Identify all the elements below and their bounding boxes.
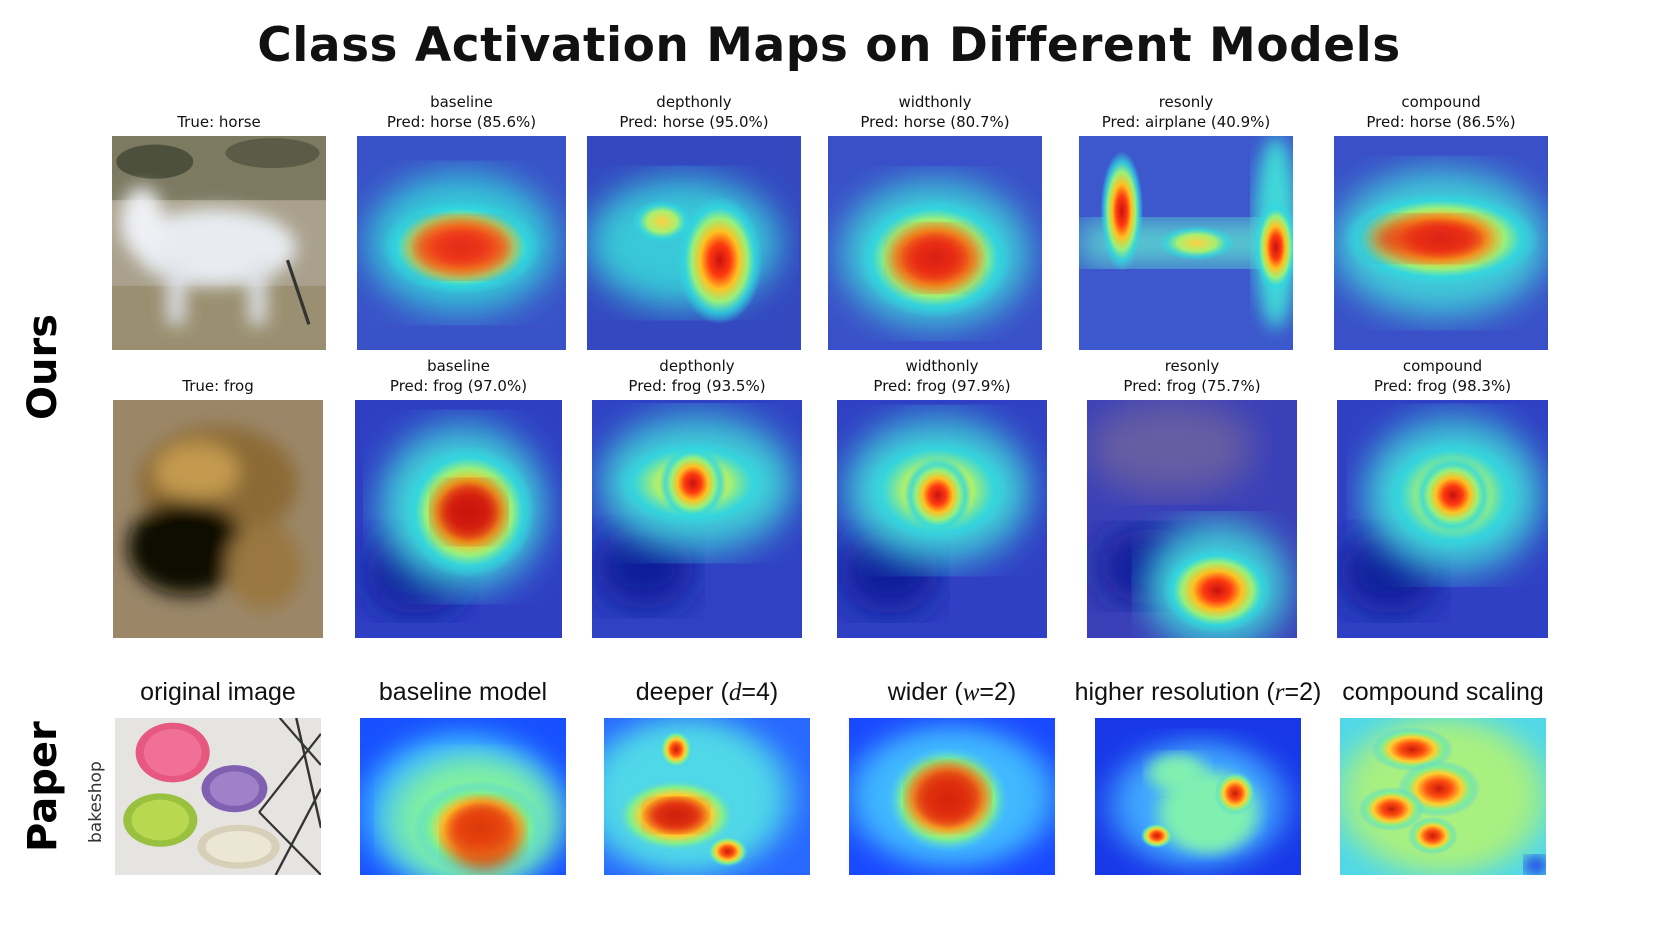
paper-wider-caption: wider (w=2) [789,678,1115,707]
paper-compound-cam [1340,718,1546,875]
model-name: resonly [1158,93,1214,111]
model-name: depthonly [656,93,732,111]
prediction: Pred: frog (75.7%) [1123,377,1261,395]
page-title: Class Activation Maps on Different Model… [257,18,1401,73]
true-label: True: frog [182,377,254,395]
macaron-image [115,718,321,875]
paper-original-caption: original image [140,678,296,706]
horse-original-panel: True: horse [112,113,326,350]
caption-var: r [1274,679,1285,706]
section-label-ours: Ours [20,313,66,420]
frog-depthonly-caption: depthonly Pred: frog (93.5%) [552,356,842,396]
model-name: resonly [1164,357,1220,375]
horse-resonly-caption: resonly Pred: airplane (40.9%) [1039,92,1333,132]
frog-true-caption: True: frog [73,376,363,396]
frog-compound-panel: compound Pred: frog (98.3%) [1337,357,1548,638]
prediction: Pred: horse (86.5%) [1366,113,1516,131]
frog-depthonly-panel: depthonly Pred: frog (93.5%) [592,357,802,638]
model-name: compound [1402,357,1483,375]
frog-original-panel: True: frog [113,377,323,638]
frog-widthonly-caption: widthonly Pred: frog (97.9%) [797,356,1087,396]
paper-deeper-caption: deeper (d=4) [544,678,870,707]
prediction: Pred: frog (97.9%) [873,377,1011,395]
model-name: widthonly [898,93,972,111]
horse-original-image [112,136,326,350]
horse-resonly-panel: resonly Pred: airplane (40.9%) [1079,93,1293,350]
frog-resonly-panel: resonly Pred: frog (75.7%) [1087,357,1297,638]
horse-baseline-cam [357,136,566,350]
paper-wider-panel: wider (w=2) [849,678,1055,875]
horse-widthonly-caption: widthonly Pred: horse (80.7%) [788,92,1082,132]
frog-depthonly-cam [592,400,802,638]
model-name: compound [1401,93,1481,111]
caption-value: =4) [741,678,779,706]
horse-baseline-caption: baseline Pred: horse (85.6%) [317,92,606,132]
prediction: Pred: horse (85.6%) [386,113,537,131]
frog-baseline-panel: baseline Pred: frog (97.0%) [355,357,562,638]
caption-text: higher resolution ( [1074,678,1275,706]
horse-depthonly-caption: depthonly Pred: horse (95.0%) [547,92,841,132]
prediction: Pred: frog (97.0%) [389,377,528,395]
paper-deeper-panel: deeper (d=4) [604,678,810,875]
prediction: Pred: airplane (40.9%) [1101,113,1271,131]
model-name: baseline [427,357,490,375]
horse-compound-cam [1334,136,1548,350]
paper-compound-panel: compound scaling [1340,678,1546,875]
frog-widthonly-panel: widthonly Pred: frog (97.9%) [837,357,1047,638]
horse-resonly-cam [1079,136,1293,350]
section-label-paper: Paper [20,721,66,852]
paper-class-label: bakeshop [86,761,106,843]
paper-higher-res-caption: higher resolution (r=2) [1035,678,1361,707]
horse-widthonly-cam [828,136,1042,350]
paper-higher-res-cam [1095,718,1301,875]
horse-depthonly-panel: depthonly Pred: horse (95.0%) [587,93,801,350]
caption-text: wider ( [887,678,963,706]
frog-baseline-caption: baseline Pred: frog (97.0%) [315,356,602,396]
model-name: baseline [430,93,493,111]
model-name: depthonly [659,357,735,375]
frog-compound-cam [1337,400,1548,638]
horse-widthonly-panel: widthonly Pred: horse (80.7%) [828,93,1042,350]
horse-true-caption: True: horse [72,112,366,132]
paper-wider-cam [849,718,1055,875]
model-name: widthonly [905,357,979,375]
caption-text: deeper ( [635,678,729,706]
prediction: Pred: frog (98.3%) [1373,377,1512,395]
caption-var: w [962,679,980,706]
paper-deeper-cam [604,718,810,875]
true-label: True: horse [177,113,261,131]
frog-compound-caption: compound Pred: frog (98.3%) [1297,356,1588,396]
prediction: Pred: horse (80.7%) [860,113,1010,131]
frog-resonly-cam [1087,400,1297,638]
paper-baseline-panel: baseline model [360,678,566,875]
paper-baseline-caption: baseline model [378,678,548,706]
horse-compound-panel: compound Pred: horse (86.5%) [1334,93,1548,350]
horse-depthonly-cam [587,136,801,350]
frog-baseline-cam [355,400,562,638]
paper-compound-caption: compound scaling [1342,678,1544,706]
paper-original-panel: original image [115,678,321,875]
caption-value: =2) [979,678,1017,706]
paper-higher-res-panel: higher resolution (r=2) [1075,678,1321,875]
frog-widthonly-cam [837,400,1047,638]
paper-baseline-cam [360,718,566,875]
horse-compound-caption: compound Pred: horse (86.5%) [1294,92,1588,132]
prediction: Pred: horse (95.0%) [619,113,769,131]
frog-original-image [113,400,323,638]
prediction: Pred: frog (93.5%) [628,377,766,395]
caption-value: =2) [1284,678,1322,706]
caption-var: d [728,679,742,706]
horse-baseline-panel: baseline Pred: horse (85.6%) [357,93,566,350]
frog-resonly-caption: resonly Pred: frog (75.7%) [1047,356,1337,396]
